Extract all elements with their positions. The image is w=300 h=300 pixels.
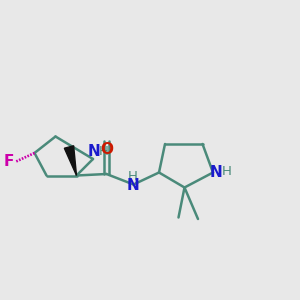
Text: H: H [128,170,137,184]
Text: H: H [222,165,232,178]
Text: N: N [88,144,100,159]
Text: H: H [99,145,109,158]
Polygon shape [64,146,76,175]
Text: N: N [127,178,140,193]
Text: N: N [210,165,222,180]
Text: F: F [3,154,14,169]
Text: O: O [100,142,113,157]
